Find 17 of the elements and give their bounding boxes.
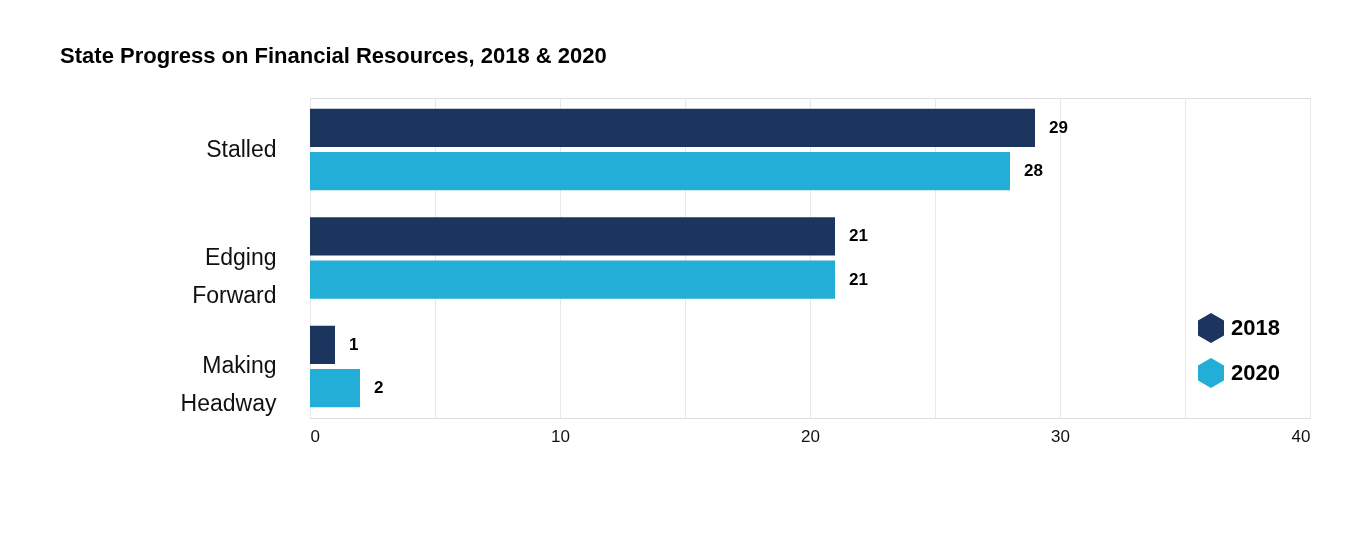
data-label: 29 — [1049, 117, 1068, 137]
chart-title: State Progress on Financial Resources, 2018 & 2020 — [60, 43, 607, 68]
x-tick-label: 10 — [551, 426, 570, 446]
x-tick-label: 30 — [1051, 426, 1070, 446]
data-label: 28 — [1024, 161, 1043, 181]
y-tick-label: Stalled — [206, 135, 277, 162]
x-tick-label: 20 — [801, 426, 820, 446]
data-label: 1 — [349, 334, 359, 354]
y-tick-label: Making Headway — [180, 352, 277, 417]
x-tick-label: 0 — [310, 426, 320, 446]
x-tick-label: 40 — [1291, 426, 1311, 446]
data-label: 2 — [374, 378, 384, 398]
data-label: 21 — [849, 226, 868, 246]
y-tick-label: Edging Forward — [192, 244, 277, 308]
legend-label: 2018 — [1231, 315, 1280, 340]
data-label: 21 — [849, 269, 868, 289]
legend-label: 2020 — [1231, 360, 1280, 385]
